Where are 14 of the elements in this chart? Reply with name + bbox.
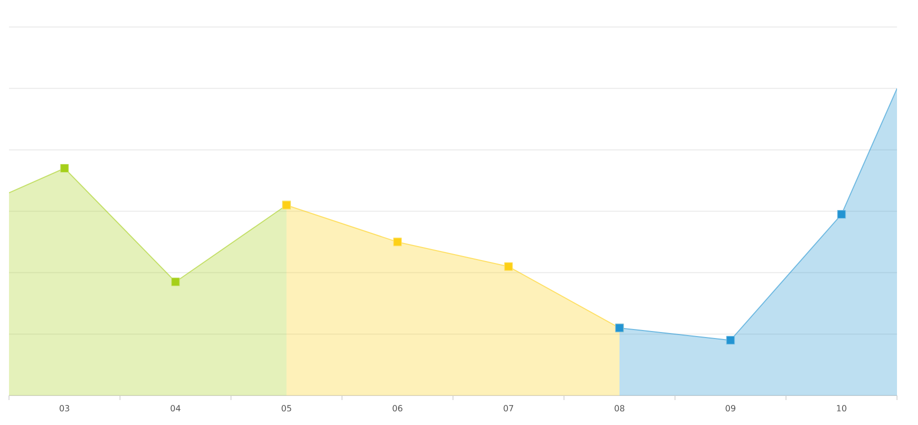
point [837,210,846,219]
point [726,336,735,345]
x-tick-label: 03 [60,405,70,412]
x-tick-label: 08 [614,405,624,412]
point [393,238,402,246]
x-tick-label: 07 [504,405,514,412]
point [504,262,513,271]
x-tick-label: 05 [282,405,292,412]
point [60,164,69,173]
x-tick-label: 06 [392,405,402,412]
x-tick-label: 09 [726,405,736,412]
point [171,278,180,286]
x-tick-label: 04 [170,405,180,412]
x-tick-label: 10 [837,405,846,412]
